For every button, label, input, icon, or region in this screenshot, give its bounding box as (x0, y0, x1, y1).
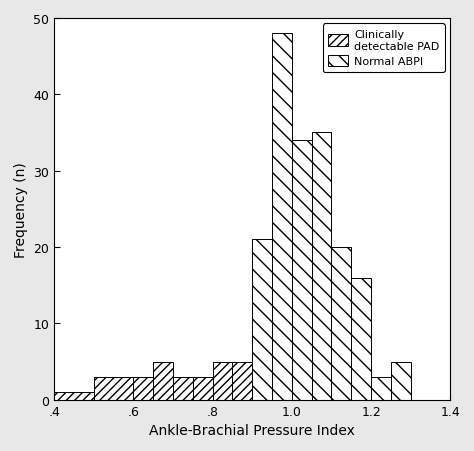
Bar (272, 34, 292, 400)
Bar (272, 362, 292, 400)
Bar (331, 248, 351, 400)
Bar (312, 133, 331, 400)
Bar (292, 141, 312, 400)
Bar (55, 392, 94, 400)
Bar (252, 240, 272, 400)
Bar (371, 377, 391, 400)
X-axis label: Ankle-Brachial Pressure Index: Ankle-Brachial Pressure Index (149, 423, 355, 437)
Bar (173, 377, 193, 400)
Legend: Clinically
detectable PAD, Normal ABPI: Clinically detectable PAD, Normal ABPI (323, 24, 445, 73)
Bar (213, 362, 232, 400)
Bar (134, 377, 153, 400)
Bar (193, 377, 213, 400)
Bar (351, 278, 371, 400)
Bar (252, 362, 272, 400)
Y-axis label: Frequency (n): Frequency (n) (14, 161, 28, 257)
Bar (153, 362, 173, 400)
Bar (391, 362, 410, 400)
Bar (94, 377, 134, 400)
Bar (232, 362, 252, 400)
